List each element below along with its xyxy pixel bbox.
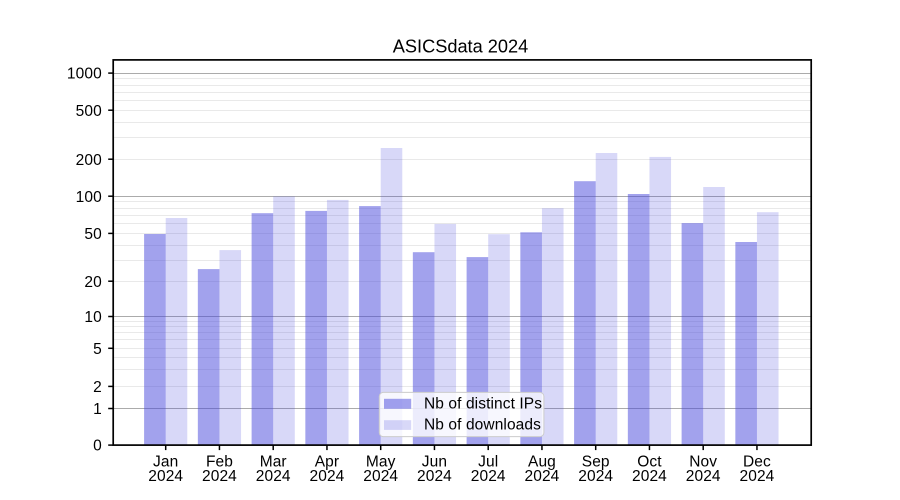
svg-text:2024: 2024 — [632, 468, 667, 485]
svg-text:50: 50 — [84, 226, 102, 243]
svg-text:1: 1 — [93, 401, 102, 418]
svg-text:10: 10 — [84, 309, 102, 326]
svg-text:2024: 2024 — [148, 468, 183, 485]
svg-text:Oct: Oct — [637, 453, 662, 470]
svg-text:20: 20 — [84, 274, 102, 291]
svg-text:5: 5 — [93, 341, 102, 358]
svg-text:1000: 1000 — [67, 66, 102, 83]
svg-text:2024: 2024 — [417, 468, 452, 485]
svg-text:Nov: Nov — [689, 453, 717, 470]
svg-text:ASICSdata 2024: ASICSdata 2024 — [393, 36, 529, 56]
svg-text:Apr: Apr — [315, 453, 339, 470]
svg-text:2024: 2024 — [578, 468, 613, 485]
svg-text:2024: 2024 — [471, 468, 506, 485]
svg-text:2: 2 — [93, 379, 102, 396]
svg-text:Jan: Jan — [153, 453, 178, 470]
svg-text:Jul: Jul — [478, 453, 498, 470]
svg-text:Sep: Sep — [582, 453, 610, 470]
svg-text:2024: 2024 — [363, 468, 398, 485]
svg-text:Mar: Mar — [260, 453, 287, 470]
svg-text:2024: 2024 — [686, 468, 721, 485]
svg-text:Aug: Aug — [528, 453, 556, 470]
svg-text:Dec: Dec — [743, 453, 771, 470]
svg-text:Jun: Jun — [422, 453, 447, 470]
svg-text:2024: 2024 — [256, 468, 291, 485]
svg-text:2024: 2024 — [310, 468, 345, 485]
svg-text:500: 500 — [76, 103, 102, 120]
svg-text:2024: 2024 — [525, 468, 560, 485]
svg-text:Feb: Feb — [206, 453, 233, 470]
svg-text:Nb of distinct IPs: Nb of distinct IPs — [424, 396, 542, 413]
svg-text:Nb of downloads: Nb of downloads — [424, 417, 541, 434]
svg-text:200: 200 — [76, 152, 102, 169]
svg-text:May: May — [366, 453, 396, 470]
svg-text:2024: 2024 — [202, 468, 237, 485]
svg-text:100: 100 — [76, 189, 102, 206]
svg-text:2024: 2024 — [740, 468, 775, 485]
svg-text:0: 0 — [93, 438, 102, 455]
